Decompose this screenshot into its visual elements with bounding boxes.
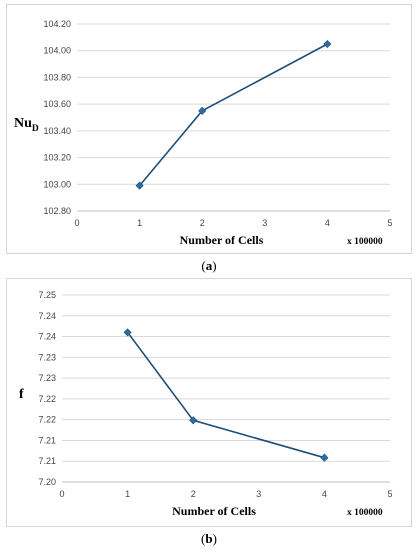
y-tick-label-b-6: 7.23 [38,352,56,362]
caption-b: (b) [0,531,418,547]
y-axis-label-a: NuD [14,116,39,134]
data-point-a-0 [135,181,144,190]
y-tick-label-b-0: 7.20 [38,477,56,487]
y-tick-label-a-1: 103.00 [43,179,71,189]
x-axis-label-b: Number of Cells [172,504,256,518]
series-line-a [138,43,328,187]
caption-a-letter: a [205,258,213,273]
caption-a: (a) [0,258,418,274]
caption-a-open: ( [201,258,206,273]
chart-b: 7.20 7.21 7.21 7.22 7.22 7.23 7.23 7.24 7.24 7.25… [19,290,393,518]
y-tick-label-b-2: 7.21 [38,435,56,445]
x-axis-label-a: Number of Cells [180,233,264,247]
x-tick-label-b-5: 5 [387,489,392,499]
y-tick-label-a-6: 104.00 [43,46,71,56]
y-tick-label-b-3: 7.22 [38,415,56,425]
y-axis-label-main-b: f [19,387,24,402]
caption-b-close: ) [212,531,217,546]
chart-panel-b: 7.20 7.21 7.21 7.22 7.22 7.23 7.23 7.24 7.24 7.25… [6,278,412,527]
caption-b-open: ( [201,531,206,546]
y-tick-label-b-1: 7.21 [38,456,56,466]
data-point-b-0 [123,328,132,337]
caption-a-close: ) [212,258,217,273]
y-tick-label-a-2: 103.20 [43,153,71,163]
data-point-b-2 [320,453,329,462]
x-tick-label-a-1: 1 [137,218,142,228]
caption-b-letter: b [205,531,213,546]
y-axis-label-sub-a: D [32,124,39,134]
y-tick-label-b-7: 7.24 [38,332,56,342]
x-tick-label-b-4: 4 [322,489,327,499]
y-axis-label-b: f [19,387,24,402]
y-tick-label-b-8: 7.24 [38,311,56,321]
x-tick-label-b-1: 1 [125,489,130,499]
x-tick-label-a-4: 4 [325,218,330,228]
data-point-a-2 [323,40,332,49]
chart-a: 102.80 103.00 103.20 103.40 103.60 103.80 104.… [14,19,393,247]
series-line-b [126,331,325,459]
y-tick-label-a-7: 104.20 [43,19,71,29]
data-point-a-1 [198,106,207,115]
y-tick-label-b-4: 7.22 [38,394,56,404]
y-tick-label-b-9: 7.25 [38,290,56,300]
chart-panel-a: 102.80 103.00 103.20 103.40 103.60 103.80 104.… [6,4,412,254]
y-tick-label-b-5: 7.23 [38,373,56,383]
y-tick-label-a-4: 103.60 [43,99,71,109]
y-tick-label-a-5: 103.80 [43,72,71,82]
x-tick-label-b-0: 0 [59,489,64,499]
x-axis-multiplier-a: x 100000 [347,237,383,247]
x-axis-multiplier-b: x 100000 [347,508,383,518]
y-tick-label-a-3: 103.40 [43,126,71,136]
x-tick-label-a-2: 2 [200,218,205,228]
data-point-b-1 [189,416,198,425]
x-tick-label-b-2: 2 [191,489,196,499]
x-tick-label-a-0: 0 [74,218,79,228]
x-tick-label-b-3: 3 [256,489,261,499]
x-tick-label-a-3: 3 [262,218,267,228]
y-axis-label-main-a: Nu [14,116,32,131]
y-tick-label-a-0: 102.80 [43,206,71,216]
x-tick-label-a-5: 5 [387,218,392,228]
